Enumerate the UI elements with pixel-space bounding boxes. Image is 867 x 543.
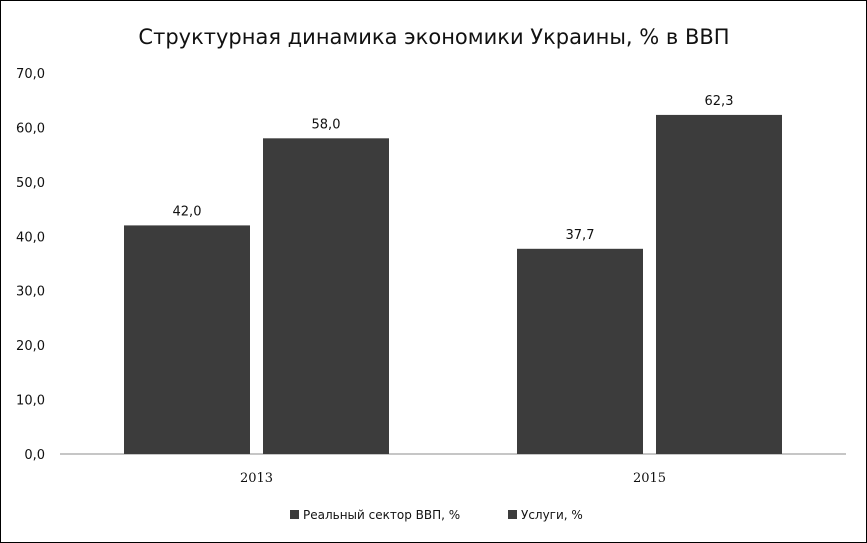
y-tick-label: 0,0: [24, 448, 45, 463]
legend: Реальный сектор ВВП, % Услуги, %: [290, 508, 583, 522]
x-tick-label: 2013: [240, 471, 273, 486]
y-tick-label: 10,0: [16, 394, 45, 409]
bar: [656, 114, 782, 454]
data-label: 58,0: [312, 117, 341, 132]
x-tick-label: 2015: [633, 471, 666, 486]
y-tick-label: 40,0: [16, 230, 45, 245]
y-tick-label: 70,0: [16, 67, 45, 82]
bar: [517, 248, 643, 454]
y-tick-label: 50,0: [16, 176, 45, 191]
data-label: 42,0: [173, 204, 202, 219]
bar: [263, 138, 389, 455]
y-axis: 0,0 10,0 20,0 30,0 40,0 50,0 60,0 70,0: [16, 67, 45, 463]
y-tick-label: 60,0: [16, 121, 45, 136]
y-tick-label: 30,0: [16, 285, 45, 300]
data-label: 37,7: [566, 228, 595, 243]
legend-swatch: [508, 510, 517, 519]
bars-group: 42,0 58,0 37,7 62,3: [124, 94, 782, 455]
x-axis: 2013 2015: [240, 471, 666, 486]
y-tick-label: 20,0: [16, 339, 45, 354]
data-label: 62,3: [705, 94, 734, 109]
legend-label: Реальный сектор ВВП, %: [303, 508, 460, 522]
chart-title: Структурная динамика экономики Украины, …: [138, 25, 729, 49]
legend-swatch: [290, 510, 299, 519]
bar: [124, 225, 250, 454]
legend-label: Услуги, %: [521, 508, 583, 522]
